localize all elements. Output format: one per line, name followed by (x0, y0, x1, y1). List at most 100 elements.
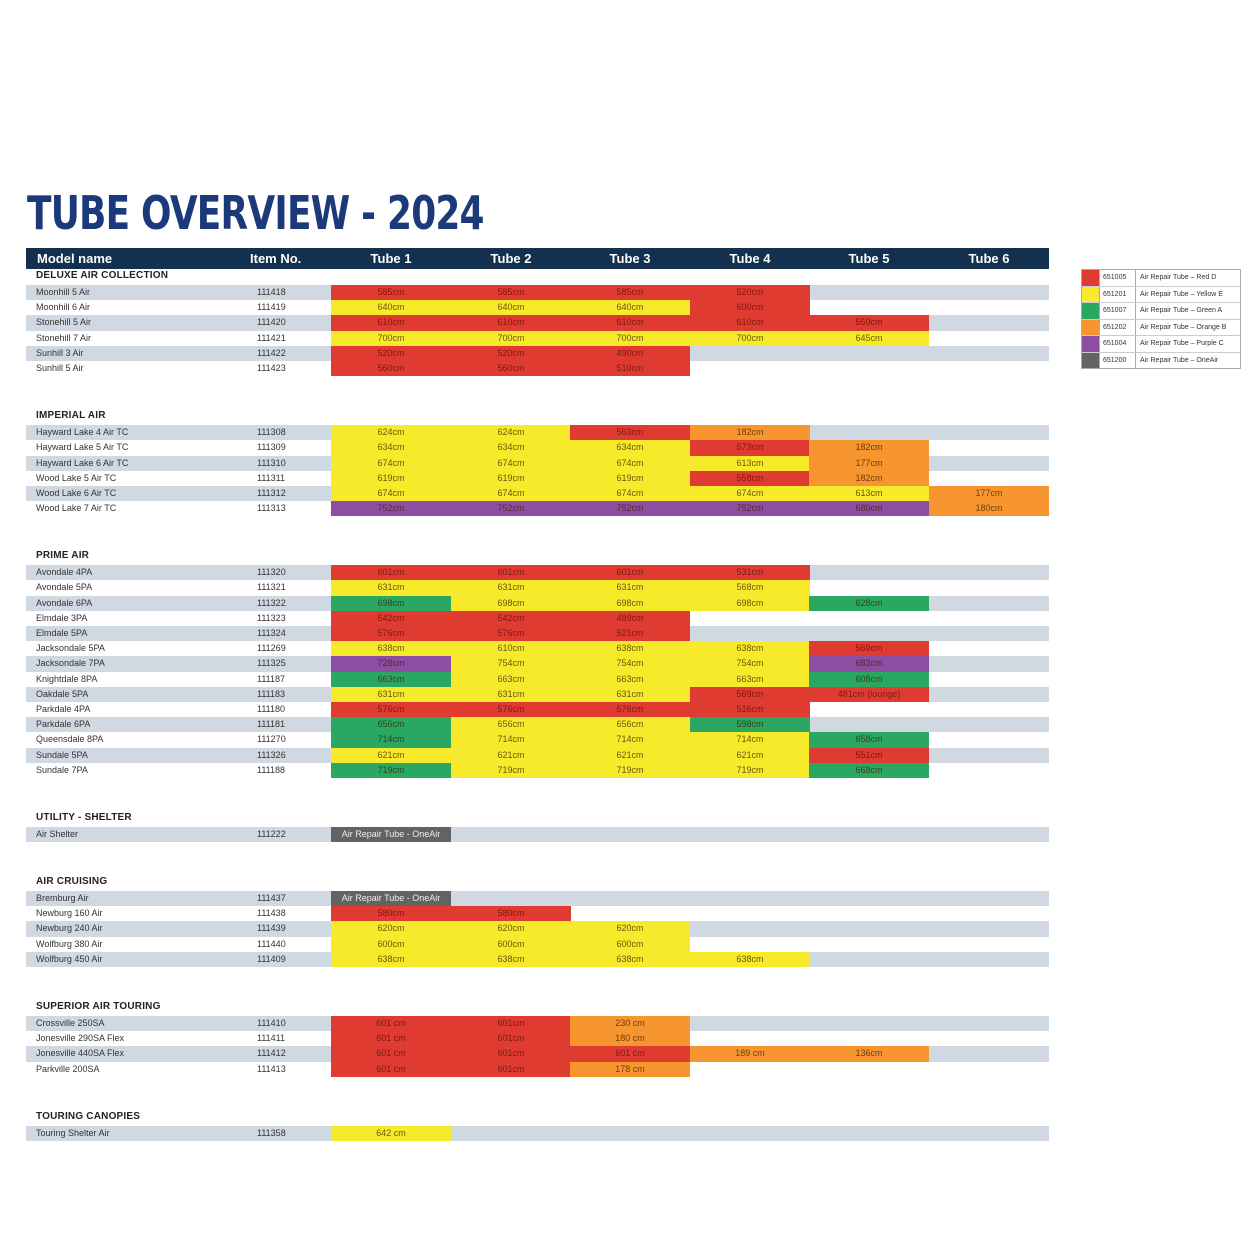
item-number: 111222 (257, 828, 286, 839)
section-title: PRIME AIR (36, 550, 90, 562)
model-name: Parkdale 6PA (36, 719, 91, 730)
color-legend: 651005 Air Repair Tube – Red D 651201 Air R… (1081, 269, 1241, 369)
table-row: Jacksondale 7PA 111325 728cm 754cm 754cm 754c… (26, 656, 1049, 672)
tube-cell: 663cm (570, 671, 690, 687)
model-name: Avondale 6PA (36, 597, 93, 608)
tube-cell: 620cm (331, 921, 451, 937)
model-name: Stonehill 7 Air (36, 332, 92, 343)
item-number: 111412 (257, 1048, 286, 1059)
tube-cell: Air Repair Tube - OneAir (331, 891, 451, 907)
color-swatch (1082, 336, 1099, 352)
tube-cell: 719cm (570, 762, 690, 778)
item-number: 111313 (257, 503, 286, 514)
table-header: Model name Item No. Tube 1 Tube 2 Tube 3… (26, 248, 1049, 269)
table-row: Wolfburg 380 Air 111440 600cm 600cm 600cm (26, 936, 1049, 952)
header-tube-2: Tube 2 (490, 251, 532, 266)
model-name: Parkdale 4PA (36, 703, 91, 714)
table-row: Moonhill 5 Air 111418 585cm 585cm 585cm 520cm (26, 285, 1049, 301)
tube-cell: 489cm (570, 610, 690, 626)
tube-cell: 177cm (929, 485, 1049, 502)
model-name: Elmdale 3PA (36, 612, 88, 623)
tube-cell: 640cm (451, 300, 571, 316)
model-name: Wolfburg 380 Air (36, 938, 103, 949)
tube-cell: 542cm (331, 610, 451, 626)
tube-cell: 674cm (570, 485, 690, 502)
tube-cell: 714cm (451, 732, 571, 748)
tube-cell: 600cm (451, 936, 571, 952)
tube-cell: 610cm (570, 315, 690, 331)
tube-cell: 663cm (690, 671, 810, 687)
tube-cell: 610cm (331, 315, 451, 331)
tube-cell: 728cm (331, 656, 451, 672)
header-model-name: Model name (37, 251, 113, 266)
item-number: 111323 (257, 612, 286, 623)
tube-cell: 182cm (809, 470, 929, 486)
section-title: SUPERIOR AIR TOURING (36, 1001, 161, 1012)
tube-cell: 601cm (451, 1016, 571, 1032)
tube-cell: 230 cm (570, 1016, 690, 1032)
legend-item: 651004 Air Repair Tube – Purple C (1082, 336, 1240, 353)
model-name: Jonesville 440SA Flex (36, 1048, 125, 1059)
section-gap (26, 376, 1049, 396)
table-row: Wood Lake 7 Air TC 111313 752cm 752cm 752cm 7… (26, 501, 1049, 517)
tube-cell: 600cm (570, 936, 690, 952)
table-row: Parkdale 4PA 111180 576cm 576cm 576cm 516cm (26, 701, 1049, 718)
tube-cell: 656cm (331, 717, 451, 733)
model-name: Avondale 5PA (36, 582, 93, 593)
model-name: Hayward Lake 5 Air TC (36, 442, 129, 453)
tube-cell: 634cm (451, 440, 571, 456)
item-number: 111181 (257, 719, 286, 730)
tube-cell: 619cm (331, 470, 451, 486)
tube-cell: 601 cm (331, 1046, 451, 1062)
table-row: Queensdale 8PA 111270 714cm 714cm 714cm 714cm… (26, 732, 1049, 748)
item-number: 111312 (257, 487, 286, 498)
tube-cell: 563cm (570, 425, 690, 441)
tube-cell: 668cm (809, 762, 929, 778)
header-tube-4: Tube 4 (729, 251, 771, 266)
tube-cell: 634cm (570, 440, 690, 456)
model-name: Knightdale 8PA (36, 673, 98, 684)
model-name: Jacksondale 5PA (36, 643, 105, 654)
table-row: Hayward Lake 5 Air TC 111309 634cm 634cm 634… (26, 440, 1049, 456)
section-title: UTILITY - SHELTER (36, 811, 132, 823)
header-tube-1: Tube 1 (370, 251, 412, 266)
tube-cell: 698cm (570, 595, 690, 611)
item-number: 111183 (257, 688, 286, 699)
tube-cell: 189 cm (690, 1046, 810, 1062)
color-swatch (1082, 286, 1099, 302)
item-number: 111440 (257, 938, 286, 949)
table-row: Newburg 240 Air 111439 620cm 620cm 620cm (26, 921, 1049, 937)
item-number: 111325 (257, 658, 286, 669)
tube-cell: 576cm (570, 701, 690, 718)
tube-cell: 521cm (570, 626, 690, 642)
tube-cell: Air Repair Tube - OneAir (331, 826, 451, 843)
tube-cell: 601 cm (570, 1046, 690, 1062)
tube-cell: 620cm (570, 921, 690, 937)
legend-code: 651007 (1099, 303, 1136, 319)
tube-cell: 638cm (451, 951, 571, 967)
tube-cell: 638cm (331, 951, 451, 967)
tube-cell: 619cm (570, 470, 690, 486)
table-row: Wolfburg 450 Air 111409 638cm 638cm 638cm 638… (26, 951, 1049, 967)
tube-cell: 569cm (690, 686, 810, 702)
model-name: Newburg 240 Air (36, 923, 103, 934)
item-number: 111180 (257, 703, 286, 714)
tube-cell: 601cm (451, 1046, 571, 1062)
tube-cell: 680cm (809, 501, 929, 517)
item-number: 111324 (257, 628, 286, 638)
section-title: IMPERIAL AIR (36, 410, 106, 422)
section-gap (26, 516, 1049, 536)
item-number: 111439 (257, 923, 286, 934)
tube-cell: 580cm (331, 906, 451, 922)
tube-cell: 719cm (690, 762, 810, 778)
tube-cell: 656cm (451, 717, 571, 733)
model-name: Touring Shelter Air (36, 1127, 110, 1138)
legend-item: 651005 Air Repair Tube – Red D (1082, 270, 1240, 287)
tube-cell: 700cm (570, 330, 690, 346)
tube-cell: 585cm (331, 285, 451, 301)
item-number: 111311 (257, 472, 286, 483)
item-number: 111309 (257, 442, 286, 453)
item-number: 111308 (257, 427, 286, 438)
tube-cell: 573cm (690, 440, 810, 456)
legend-item: 651200 Air Repair Tube – OneAir (1082, 352, 1240, 368)
